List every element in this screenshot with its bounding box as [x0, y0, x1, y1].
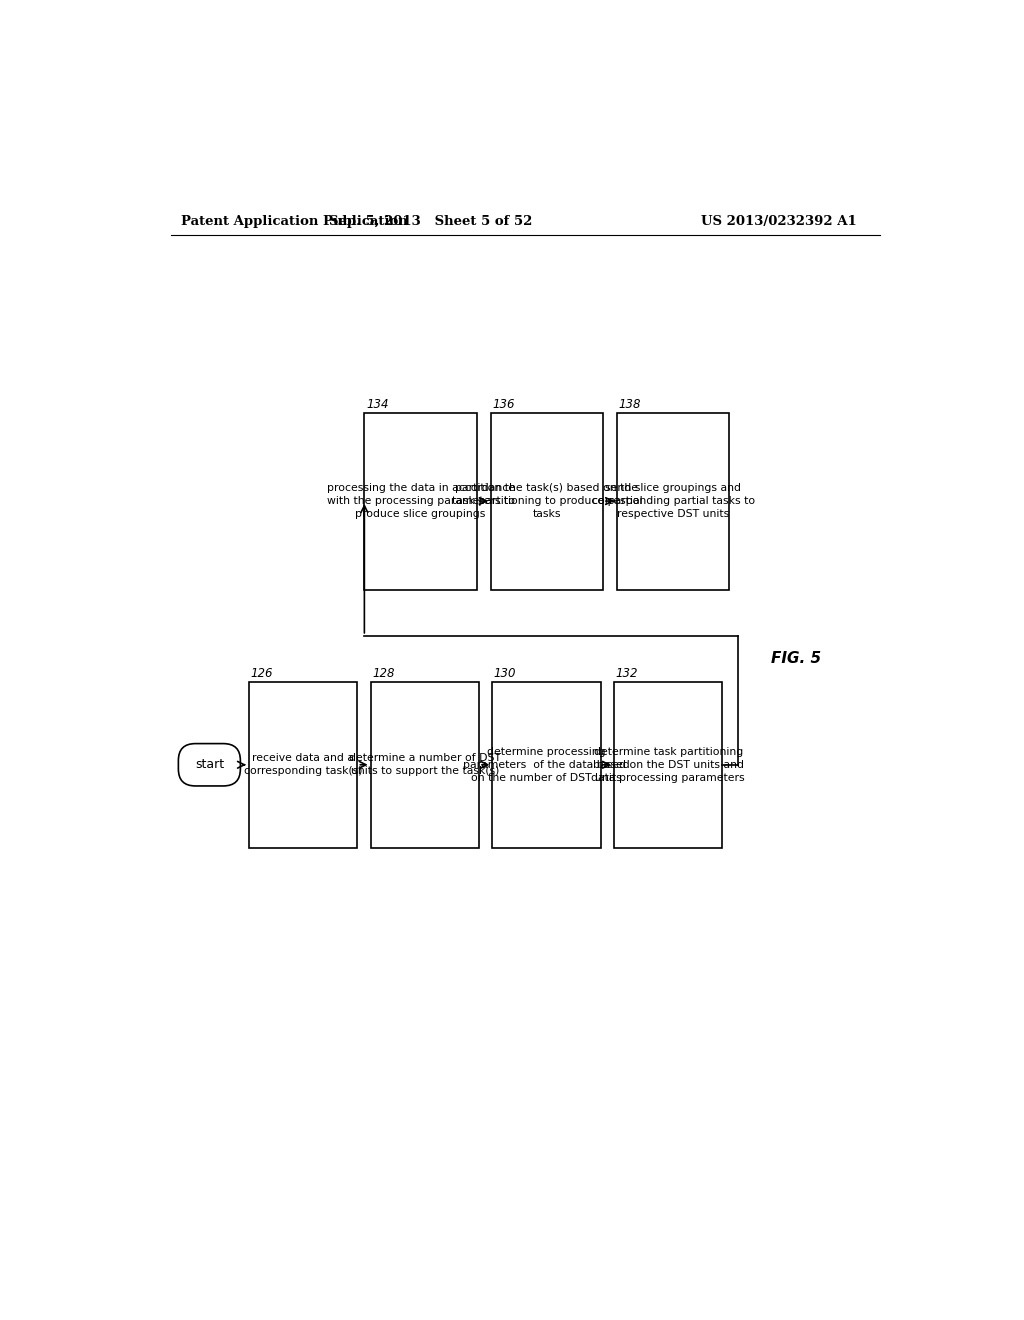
Text: Sep. 5, 2013   Sheet 5 of 52: Sep. 5, 2013 Sheet 5 of 52: [329, 215, 531, 228]
Text: start: start: [195, 758, 224, 771]
Bar: [493, 682, 601, 847]
Text: 128: 128: [372, 668, 394, 681]
Text: receive data and a
corresponding task(s): receive data and a corresponding task(s): [244, 754, 362, 776]
Bar: [614, 682, 722, 847]
Bar: [365, 413, 477, 590]
Text: send slice groupings and
corresponding partial tasks to
respective DST units: send slice groupings and corresponding p…: [592, 483, 755, 519]
Text: determine processing
parameters  of the data based
on the number of DST units: determine processing parameters of the d…: [463, 747, 630, 783]
Text: FIG. 5: FIG. 5: [771, 651, 821, 667]
Text: Patent Application Publication: Patent Application Publication: [180, 215, 408, 228]
Text: processing the data in accordance
with the processing parameters to
produce slic: processing the data in accordance with t…: [327, 483, 515, 519]
Bar: [490, 413, 603, 590]
Text: 132: 132: [615, 668, 638, 681]
Bar: [617, 413, 729, 590]
Text: 126: 126: [251, 668, 273, 681]
Text: 138: 138: [618, 397, 641, 411]
Text: 134: 134: [366, 397, 388, 411]
Text: 130: 130: [494, 668, 516, 681]
Text: US 2013/0232392 A1: US 2013/0232392 A1: [701, 215, 857, 228]
FancyBboxPatch shape: [178, 743, 241, 785]
Text: determine a number of DST
units to support the task(s): determine a number of DST units to suppo…: [349, 754, 501, 776]
Bar: [371, 682, 479, 847]
Text: determine task partitioning
based on the DST units and
data processing parameter: determine task partitioning based on the…: [592, 747, 745, 783]
Text: partition the task(s) based on the
task partitioning to produce partial
tasks: partition the task(s) based on the task …: [452, 483, 642, 519]
Text: 136: 136: [493, 397, 515, 411]
Bar: [249, 682, 357, 847]
